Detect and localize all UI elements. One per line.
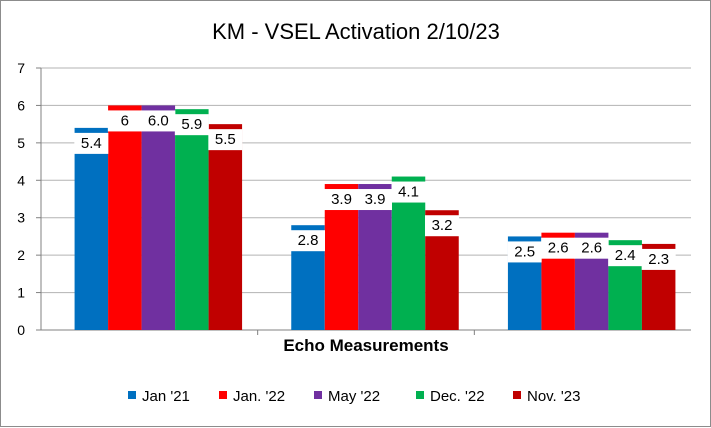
y-tick-label: 6 [17, 97, 25, 113]
legend-label: Nov. '23 [527, 388, 580, 405]
data-label-box [541, 237, 576, 259]
data-label-box [608, 245, 643, 267]
data-label: 6.0 [148, 112, 169, 129]
bar [141, 105, 176, 330]
data-label: 5.9 [181, 116, 202, 133]
data-label-box [291, 230, 325, 252]
data-label: 3.2 [432, 217, 453, 234]
y-tick-label: 1 [17, 285, 25, 301]
y-tick-label: 5 [17, 135, 25, 151]
bar [74, 127, 109, 330]
data-label: 5.4 [81, 135, 102, 152]
legend-swatch [128, 391, 136, 399]
x-axis-title: Echo Measurements [283, 336, 448, 355]
data-label: 2.3 [648, 251, 669, 268]
legend-swatch [314, 391, 322, 399]
legend-label: Dec. '22 [430, 388, 485, 405]
data-label-box [174, 114, 209, 136]
legend-swatch [513, 391, 521, 399]
data-label-box [425, 215, 459, 237]
data-label: 2.6 [548, 240, 569, 257]
data-label-box [358, 189, 392, 211]
data-label-box [574, 237, 609, 259]
data-label: 5.5 [215, 131, 236, 148]
y-tick-label: 3 [17, 210, 25, 226]
legend-label: Jan '21 [142, 388, 190, 405]
data-label: 3.9 [365, 191, 386, 208]
chart-title: KM - VSEL Activation 2/10/23 [212, 19, 500, 44]
data-label-box [324, 189, 359, 211]
data-label: 4.1 [398, 184, 419, 201]
legend-swatch [416, 391, 424, 399]
data-labels: 5.4 6 6.0 5.9 5.5 2.8 3.9 3.9 4.1 3.2 2.5 2.6 2.6 2.4… [74, 110, 676, 270]
y-tick-label: 0 [17, 322, 25, 338]
data-label-box [507, 241, 542, 263]
y-tick-label: 4 [17, 172, 25, 188]
data-label: 6 [121, 112, 129, 129]
bar [208, 124, 243, 331]
y-tick-label: 7 [17, 60, 25, 76]
legend-label: May '22 [328, 388, 380, 405]
data-label-box [391, 181, 426, 203]
data-label-box [141, 110, 176, 132]
y-tick-label: 2 [17, 247, 25, 263]
data-label: 2.5 [514, 243, 535, 260]
data-label: 2.4 [615, 247, 636, 264]
data-label-box [208, 129, 243, 151]
legend-label: Jan. '22 [233, 388, 285, 405]
bar [108, 105, 142, 330]
data-label: 3.9 [331, 191, 352, 208]
data-label-box [107, 110, 142, 132]
data-label-box [74, 132, 109, 154]
bar [175, 109, 209, 331]
data-label-box [641, 248, 676, 270]
data-label: 2.8 [298, 232, 319, 249]
legend-swatch [219, 391, 227, 399]
legend: Jan '21 Jan. '22 May '22 Dec. '22 Nov. '23 [128, 388, 580, 405]
data-label: 2.6 [581, 240, 602, 257]
